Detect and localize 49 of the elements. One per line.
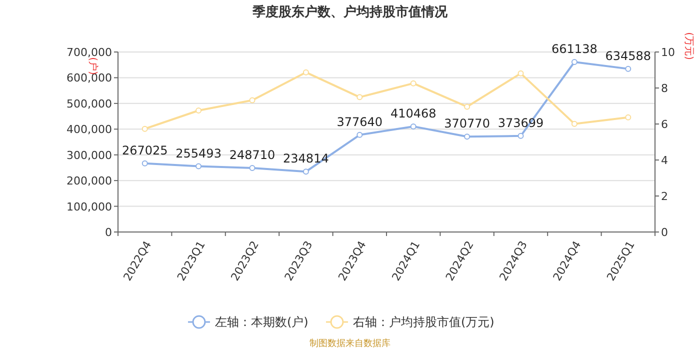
y-tick-label: 700,000 bbox=[66, 46, 112, 59]
chart-title: 季度股东户数、户均持股市值情况 bbox=[252, 4, 448, 20]
point bbox=[625, 66, 632, 72]
point bbox=[249, 165, 256, 172]
y-tick-label: 500,000 bbox=[66, 97, 112, 110]
y-axis-title: (户) bbox=[87, 57, 99, 75]
y2-axis-title: (万元) bbox=[683, 32, 694, 60]
point bbox=[356, 132, 363, 138]
y-tick-label: 200,000 bbox=[66, 174, 112, 188]
point bbox=[196, 163, 202, 170]
point bbox=[142, 160, 148, 166]
point bbox=[410, 123, 416, 130]
point bbox=[142, 126, 148, 132]
data-label: 248710 bbox=[229, 148, 276, 162]
y2-tick-label: 0 bbox=[661, 226, 668, 239]
data-label: 634588 bbox=[605, 48, 652, 63]
data-label: 255493 bbox=[176, 146, 222, 160]
point bbox=[571, 58, 578, 65]
text: 制图数据来自数据库 bbox=[310, 338, 390, 349]
y-tick-label: 0 bbox=[105, 226, 112, 239]
point bbox=[464, 104, 470, 110]
legend-label: 右轴：户均持股市值(万元) bbox=[353, 315, 494, 329]
point bbox=[302, 168, 309, 175]
y-tick-label: 100,000 bbox=[66, 200, 112, 214]
y2-tick-label: 8 bbox=[661, 82, 668, 95]
y2-tick-label: 2 bbox=[661, 190, 668, 203]
data-label: 267025 bbox=[122, 143, 168, 158]
y2-tick-label: 6 bbox=[661, 118, 668, 131]
point bbox=[571, 120, 578, 127]
point bbox=[464, 134, 470, 140]
point bbox=[625, 114, 632, 120]
point bbox=[196, 108, 202, 114]
point bbox=[410, 80, 416, 86]
y-tick-label: 400,000 bbox=[66, 123, 112, 136]
data-label: 410468 bbox=[390, 106, 436, 120]
point bbox=[518, 132, 524, 139]
data-label: 661138 bbox=[552, 42, 598, 56]
y-tick-label: 300,000 bbox=[66, 148, 112, 162]
y2-tick-label: 10 bbox=[661, 46, 675, 59]
point bbox=[356, 94, 363, 100]
point bbox=[518, 70, 524, 76]
point bbox=[249, 97, 256, 104]
data-label: 377640 bbox=[336, 114, 383, 129]
data-label: 373699 bbox=[498, 116, 544, 130]
data-label: 370770 bbox=[444, 116, 490, 131]
point bbox=[302, 69, 309, 76]
data-label: 234814 bbox=[283, 152, 329, 166]
y2-tick-label: 4 bbox=[661, 154, 668, 167]
legend-label: 左轴：本期数(户) bbox=[215, 315, 308, 329]
